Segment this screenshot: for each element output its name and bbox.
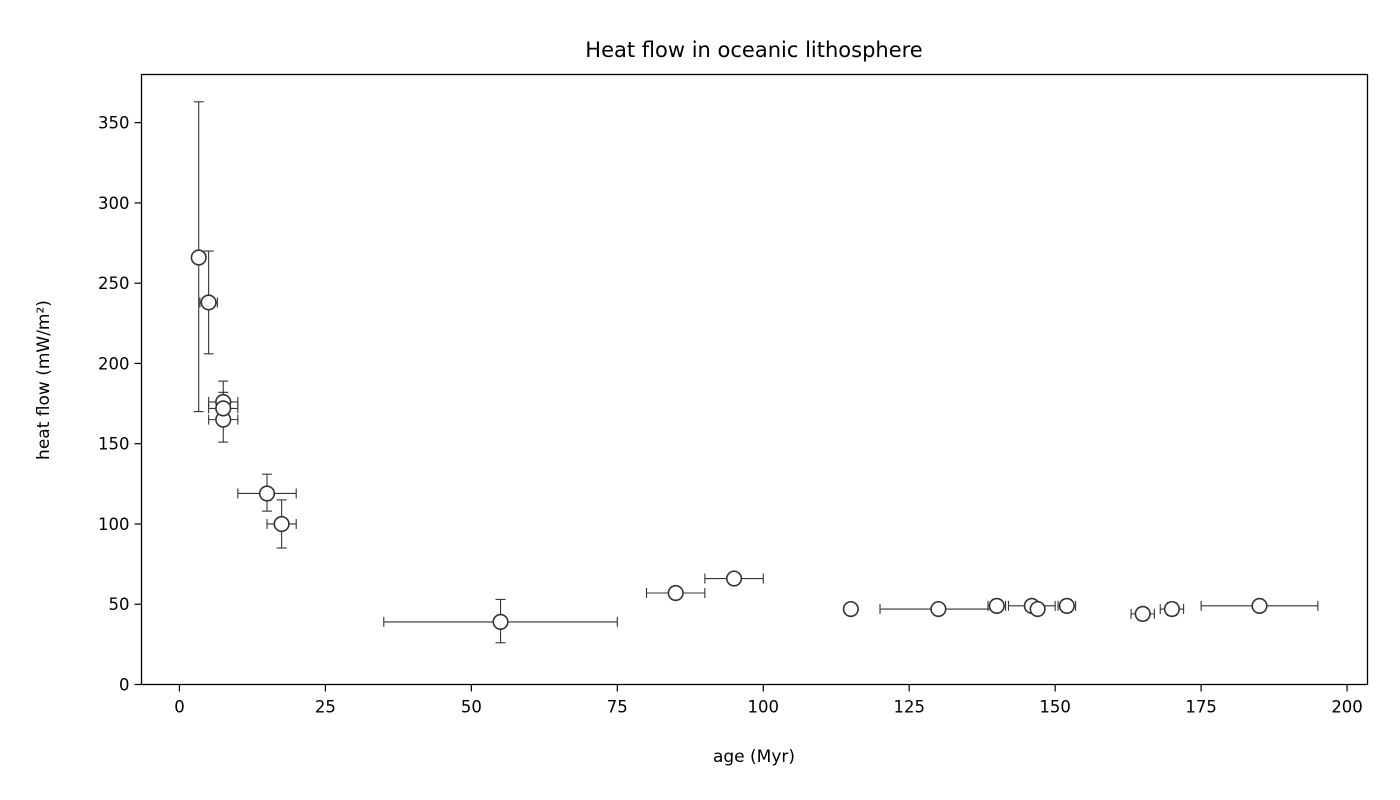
data-points: [190, 249, 1268, 630]
data-point: [190, 249, 207, 266]
x-tick-label: 0: [174, 698, 185, 717]
data-point: [842, 600, 859, 618]
x-tick-label: 175: [1185, 698, 1217, 717]
y-tick-label: 200: [98, 354, 130, 373]
y-tick-label: 50: [109, 595, 130, 614]
data-point: [1029, 600, 1046, 618]
data-point: [1163, 600, 1181, 618]
plot-frame: [140, 73, 1369, 686]
data-point: [1251, 597, 1268, 614]
x-tick-label: 75: [607, 698, 628, 717]
y-tick-label: 350: [98, 114, 130, 133]
y-tick-label: 150: [98, 435, 130, 454]
data-point: [258, 485, 276, 502]
data-point: [988, 597, 1005, 614]
data-point: [667, 584, 684, 602]
y-tick-label: 100: [98, 515, 130, 534]
data-point: [725, 570, 743, 587]
y-tick-label: 300: [98, 194, 130, 213]
error-bars: [193, 101, 1319, 644]
x-tick-label: 200: [1331, 698, 1363, 717]
x-axis-ticks: 0 25 50 75 100 125 150 175 200: [174, 684, 1363, 717]
y-axis-label: heat flow (mW/m²): [34, 300, 54, 460]
y-tick-label: 250: [98, 274, 130, 293]
x-tick-label: 100: [748, 698, 780, 717]
plot-area: [190, 101, 1319, 644]
data-point: [1134, 605, 1151, 622]
chart-title: Heat flow in oceanic lithosphere: [585, 38, 922, 62]
x-tick-label: 125: [893, 698, 925, 717]
x-axis-label: age (Myr): [713, 747, 795, 767]
data-point: [1058, 597, 1075, 614]
x-tick-label: 25: [315, 698, 336, 717]
data-point: [215, 400, 232, 417]
data-point: [930, 600, 947, 618]
data-point: [200, 294, 217, 311]
y-tick-label: 0: [119, 676, 130, 695]
x-tick-label: 150: [1039, 698, 1071, 717]
y-axis-ticks: 0 50 100 150 200 250 300 350: [98, 114, 142, 695]
x-tick-label: 50: [461, 698, 482, 717]
data-point: [273, 515, 290, 533]
data-point: [492, 613, 509, 630]
